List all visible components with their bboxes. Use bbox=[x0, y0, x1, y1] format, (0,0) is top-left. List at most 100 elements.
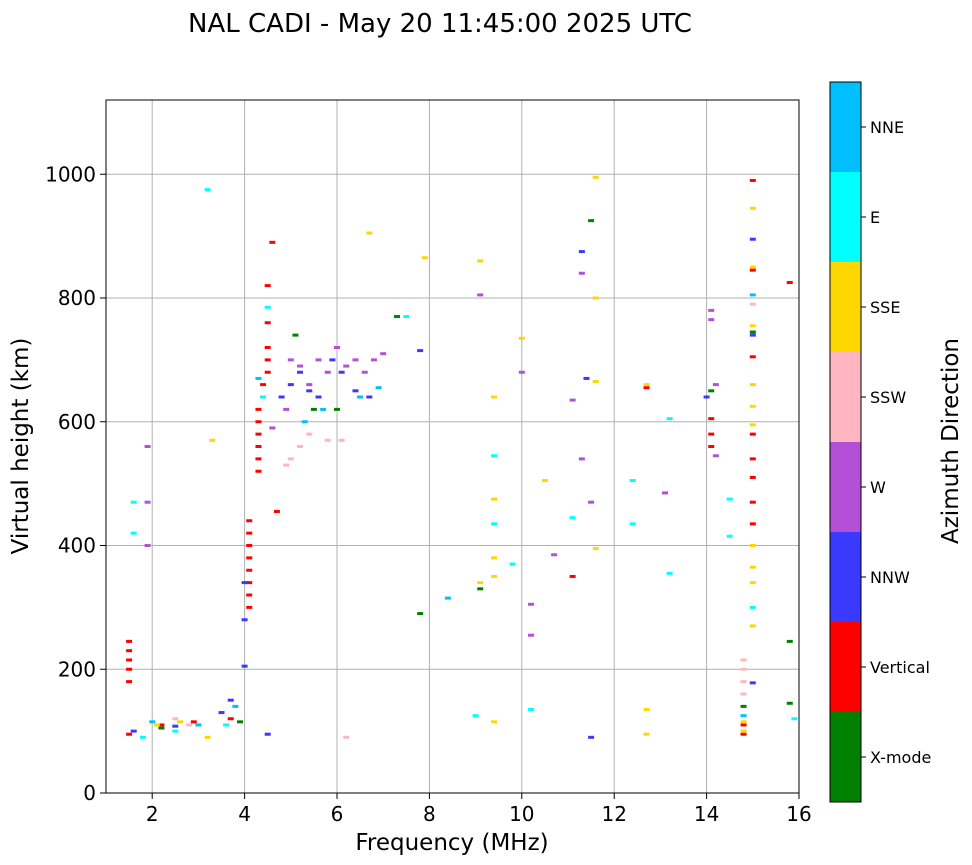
point-vertical bbox=[255, 457, 262, 461]
point-e bbox=[528, 707, 535, 711]
point-sse bbox=[209, 438, 216, 442]
point-vertical bbox=[264, 370, 271, 374]
point-vertical bbox=[749, 500, 756, 504]
point-e bbox=[629, 522, 636, 526]
point-e bbox=[204, 188, 211, 192]
point-vertical bbox=[708, 432, 715, 436]
point-w bbox=[708, 318, 715, 322]
point-vertical bbox=[255, 469, 262, 473]
colorbar-swatch-e bbox=[830, 172, 861, 262]
point-w bbox=[518, 370, 525, 374]
point-nnw bbox=[578, 250, 585, 254]
point-w bbox=[588, 500, 595, 504]
point-nne bbox=[195, 723, 202, 727]
point-vertical bbox=[749, 457, 756, 461]
point-vertical bbox=[126, 649, 133, 653]
colorbar-swatch-w bbox=[830, 442, 861, 532]
point-nne bbox=[301, 420, 308, 424]
point-w bbox=[662, 491, 669, 495]
point-nnw bbox=[227, 698, 234, 702]
point-vertical bbox=[708, 417, 715, 421]
point-vertical bbox=[740, 732, 747, 736]
point-vertical bbox=[786, 281, 793, 285]
point-sse bbox=[477, 259, 484, 263]
point-nne bbox=[320, 407, 327, 411]
point-w bbox=[144, 500, 151, 504]
point-sse bbox=[491, 556, 498, 560]
point-ssw bbox=[172, 717, 179, 721]
point-sse bbox=[740, 729, 747, 733]
point-ssw bbox=[186, 723, 193, 727]
point-sse bbox=[491, 395, 498, 399]
point-w bbox=[708, 308, 715, 312]
point-w bbox=[528, 602, 535, 606]
point-x-mode bbox=[158, 726, 165, 730]
point-ssw bbox=[324, 438, 331, 442]
point-e bbox=[403, 315, 410, 319]
point-nnw bbox=[264, 732, 271, 736]
y-axis-label: Virtual height (km) bbox=[8, 338, 34, 555]
point-e bbox=[749, 605, 756, 609]
point-sse bbox=[176, 720, 183, 724]
point-sse bbox=[153, 723, 160, 727]
point-nnw bbox=[417, 349, 424, 353]
point-vertical bbox=[126, 658, 133, 662]
point-sse bbox=[749, 624, 756, 628]
point-nnw bbox=[130, 729, 137, 733]
point-e bbox=[509, 562, 516, 566]
point-vertical bbox=[246, 568, 253, 572]
point-vertical bbox=[749, 178, 756, 182]
point-sse bbox=[592, 547, 599, 551]
point-nnw bbox=[749, 681, 756, 685]
point-e bbox=[223, 723, 230, 727]
x-tick-label: 10 bbox=[509, 802, 534, 826]
point-vertical bbox=[246, 605, 253, 609]
point-w bbox=[528, 633, 535, 637]
point-nne bbox=[232, 704, 239, 708]
point-w bbox=[315, 358, 322, 362]
point-sse bbox=[643, 707, 650, 711]
point-vertical bbox=[246, 581, 253, 585]
point-x-mode bbox=[477, 587, 484, 591]
x-tick-label: 8 bbox=[423, 802, 436, 826]
point-sse bbox=[749, 206, 756, 210]
point-vertical bbox=[246, 519, 253, 523]
point-ssw bbox=[283, 463, 290, 467]
point-x-mode bbox=[394, 315, 401, 319]
point-sse bbox=[749, 423, 756, 427]
point-nnw bbox=[172, 724, 179, 728]
point-vertical bbox=[246, 544, 253, 547]
point-sse bbox=[749, 544, 756, 547]
point-sse bbox=[749, 324, 756, 328]
point-w bbox=[551, 553, 558, 557]
point-vertical bbox=[126, 732, 133, 736]
point-nnw bbox=[315, 395, 322, 399]
point-vertical bbox=[190, 720, 197, 724]
colorbar-frame bbox=[829, 81, 862, 803]
point-w bbox=[361, 370, 368, 374]
colorbar-swatch-ssw bbox=[830, 352, 861, 442]
point-sse bbox=[749, 383, 756, 387]
point-e bbox=[666, 417, 673, 421]
point-ssw bbox=[306, 432, 313, 436]
point-x-mode bbox=[740, 704, 747, 708]
point-sse bbox=[491, 574, 498, 578]
point-w bbox=[306, 383, 313, 387]
point-w bbox=[569, 398, 576, 402]
point-sse bbox=[643, 383, 650, 387]
point-w bbox=[352, 358, 359, 362]
colorbar-tick-label: NNW bbox=[870, 568, 910, 587]
point-sse bbox=[204, 735, 211, 739]
point-vertical bbox=[264, 321, 271, 325]
y-tick-label: 0 bbox=[83, 781, 96, 805]
point-sse bbox=[477, 581, 484, 585]
point-e bbox=[629, 479, 636, 483]
point-nne bbox=[444, 596, 451, 600]
point-w bbox=[283, 407, 290, 411]
point-sse bbox=[749, 581, 756, 585]
point-x-mode bbox=[786, 701, 793, 705]
colorbar-swatch-x-mode bbox=[830, 712, 861, 802]
point-e bbox=[264, 305, 271, 309]
colorbar-swatch-vertical bbox=[830, 622, 861, 712]
